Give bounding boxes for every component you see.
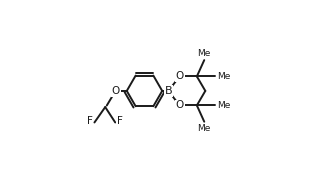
Text: F: F	[87, 116, 93, 126]
Text: O: O	[111, 86, 120, 96]
Text: Me: Me	[197, 123, 211, 132]
Text: F: F	[117, 116, 123, 126]
Text: O: O	[176, 71, 184, 81]
Text: Me: Me	[217, 72, 230, 81]
Text: B: B	[164, 86, 172, 96]
Text: O: O	[176, 100, 184, 110]
Text: Me: Me	[217, 101, 230, 110]
Text: Me: Me	[197, 49, 211, 58]
